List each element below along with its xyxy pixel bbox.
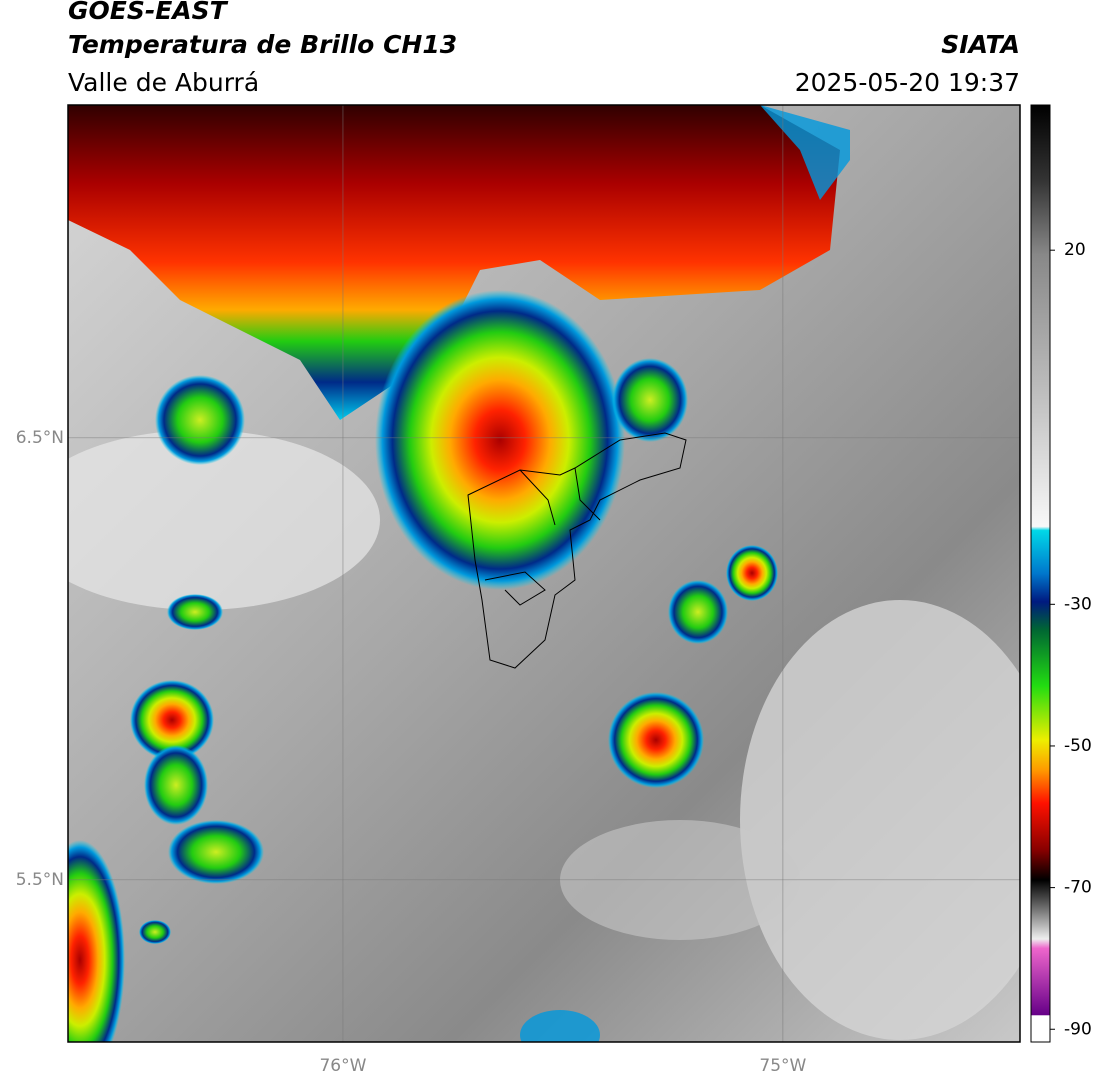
title: GOES-EAST [68,0,229,25]
municipal-boundaries [467,432,687,669]
colorbar-tick-label: -70 [1064,878,1092,898]
x-tick-label: 76°W [319,1056,366,1076]
colorbar-tick-label: -90 [1064,1019,1092,1039]
timestamp: 2025-05-20 19:37 [795,68,1020,97]
x-tick-label: 75°W [759,1056,806,1076]
subtitle: Temperatura de Brillo CH13 [68,30,457,59]
graticule [68,105,1020,1042]
colorbar-tick-label: -30 [1064,594,1092,614]
colorbar-tick-label: 20 [1064,240,1086,260]
region: Valle de Aburrá [68,68,259,97]
map-frame [67,104,1021,1043]
satellite-image [68,105,1020,1042]
source: SIATA [941,30,1020,59]
colorbar [1030,104,1051,1043]
y-tick-label: 5.5°N [16,870,64,890]
y-tick-label: 6.5°N [16,428,64,448]
colorbar-tick-label: -50 [1064,736,1092,756]
